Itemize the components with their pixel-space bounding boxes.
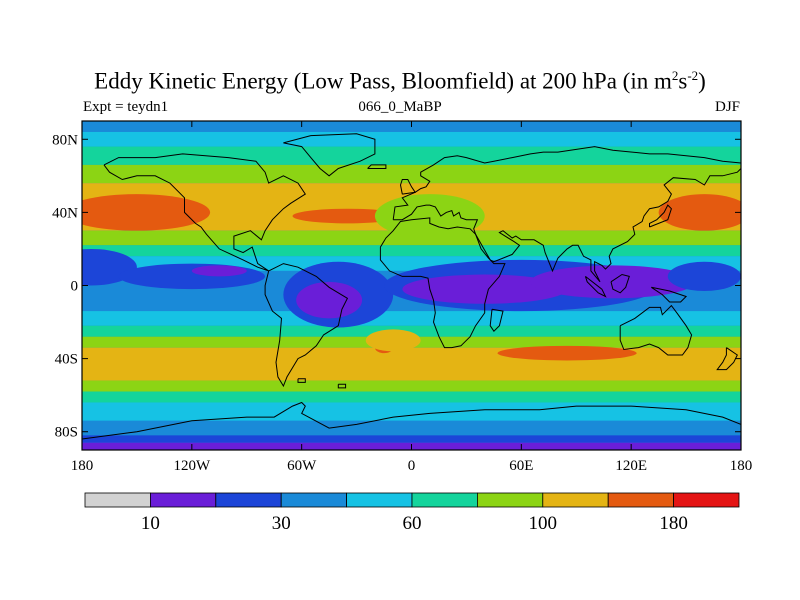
contour-band [82, 146, 741, 165]
colorbar-label: 10 [141, 513, 160, 534]
contour-band [82, 347, 741, 381]
colorbar-label: 30 [272, 513, 291, 534]
contour-region [296, 281, 363, 319]
season-label: DJF [714, 99, 740, 115]
coastline-borneo [610, 273, 630, 294]
coastline-south-america [264, 263, 349, 388]
coastline-iceland [367, 164, 387, 169]
contour-region [292, 208, 403, 224]
coastline-eurasia [392, 146, 741, 283]
contour-band [82, 380, 741, 392]
x-tick-label: 180 [730, 458, 753, 474]
x-tick-label: 120E [615, 458, 647, 474]
coastline-uk [399, 179, 417, 195]
coastline-australia [619, 304, 693, 356]
y-tick-label: 0 [71, 279, 79, 295]
contour-region [374, 194, 485, 238]
x-tick-label: 60W [287, 458, 317, 474]
contour-region [667, 261, 741, 291]
colorbar-swatch [84, 492, 151, 508]
contour-band [82, 325, 741, 337]
colorbar-swatch [215, 492, 282, 508]
coastline-new-guinea [651, 286, 688, 303]
colorbar-swatch [280, 492, 348, 508]
contour-region [530, 265, 696, 299]
x-tick-label: 180 [71, 458, 94, 474]
coastline-falklands [297, 378, 306, 383]
contour-field [82, 121, 741, 450]
coastline-indonesia-sumatra [584, 276, 607, 298]
colorbar-label: 100 [529, 513, 558, 534]
contour-region [365, 329, 421, 352]
coastline-south-georgia [337, 383, 347, 389]
contour-region [191, 265, 247, 277]
experiment-label: Expt = teydn1 [83, 99, 169, 115]
coastline-japan [649, 204, 672, 228]
contour-region [118, 263, 266, 290]
colorbar-swatch [411, 492, 478, 508]
contour-region [82, 194, 211, 231]
x-tick-label: 0 [408, 458, 416, 474]
colorbar: 10 30 60 100 180 [84, 492, 740, 534]
coastline-antarctica [82, 401, 741, 440]
coastline-new-zealand [716, 347, 738, 371]
colorbar-label: 60 [403, 513, 422, 534]
contour-band [82, 245, 741, 257]
y-tick-label: 80N [52, 132, 78, 148]
coastlines [82, 133, 741, 440]
coastline-africa [379, 217, 506, 349]
contour-region [658, 194, 741, 231]
coastline-north-america [103, 153, 306, 272]
contour-region [497, 345, 637, 361]
colorbar-swatch [346, 492, 413, 508]
contour-band [82, 420, 741, 436]
colorbar-swatch [607, 492, 675, 508]
x-tick-label: 60E [509, 458, 533, 474]
y-tick-label: 40S [55, 352, 78, 368]
chart-title: Eddy Kinetic Energy (Low Pass, Bloomfiel… [94, 68, 706, 94]
y-tick-label: 80S [55, 425, 78, 441]
colorbar-label: 180 [659, 513, 688, 534]
coastline-madagascar [489, 308, 504, 332]
contour-band [82, 391, 741, 403]
contour-region [402, 274, 568, 304]
colorbar-swatch [476, 492, 544, 508]
contour-band [82, 402, 741, 421]
y-tick-label: 40N [52, 205, 78, 221]
colorbar-swatch [542, 492, 609, 508]
contour-band [82, 131, 741, 147]
run-label: 066_0_MaBP [358, 99, 442, 115]
colorbar-swatch [673, 492, 740, 508]
contour-band [82, 435, 741, 443]
contour-band [82, 230, 741, 246]
colorbar-swatch [149, 492, 217, 508]
coastline-greenland [283, 133, 376, 177]
contour-band [82, 164, 741, 184]
x-tick-label: 120W [173, 458, 211, 474]
contour-band [82, 311, 741, 326]
